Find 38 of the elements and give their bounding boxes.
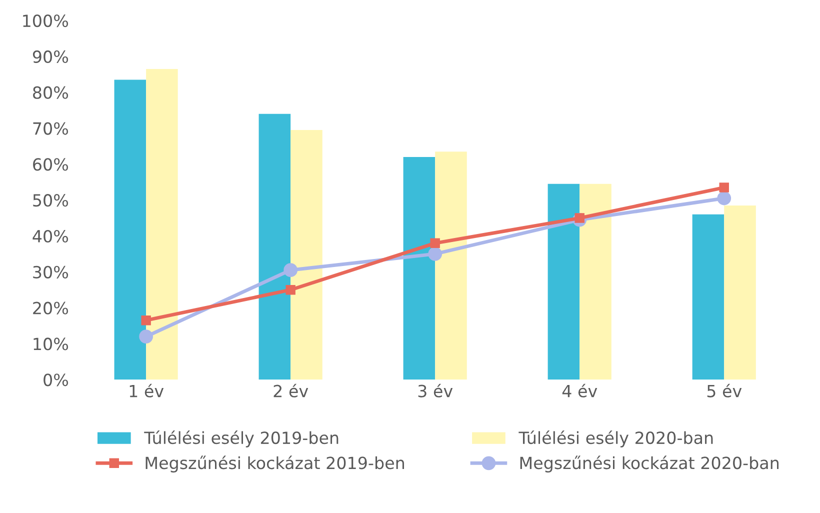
y-tick-label: 90% bbox=[32, 50, 68, 63]
point bbox=[284, 263, 298, 278]
x-tick-label: 3 év bbox=[418, 384, 453, 398]
bar bbox=[435, 152, 467, 380]
x-tick-label: 2 év bbox=[274, 384, 308, 398]
y-tick-label: 50% bbox=[33, 194, 68, 207]
bar bbox=[692, 214, 724, 380]
bar bbox=[146, 69, 178, 380]
bar bbox=[724, 205, 756, 380]
bar bbox=[580, 184, 612, 380]
bar bbox=[258, 114, 291, 380]
y-tick-label: 10% bbox=[34, 338, 68, 350]
y-tick-label: 60% bbox=[33, 158, 68, 171]
y-tick-label: 80% bbox=[33, 86, 68, 99]
legend-label: Megszűnési kockázat 2019-ben bbox=[146, 456, 404, 472]
bar bbox=[548, 184, 580, 380]
y-tick-label: 40% bbox=[32, 230, 68, 243]
point bbox=[717, 191, 732, 206]
x-tick-label: 5 év bbox=[707, 384, 742, 398]
y-tick-label: 70% bbox=[33, 122, 68, 135]
y-tick-label: 100% bbox=[23, 14, 68, 28]
y-tick-label: 0% bbox=[44, 374, 68, 386]
point bbox=[286, 284, 296, 295]
legend-label: Megszűnési kockázat 2020-ban bbox=[520, 456, 779, 472]
y-tick-label: 20% bbox=[33, 302, 68, 314]
y-tick-label: 30% bbox=[33, 266, 68, 278]
x-tick-label: 4 év bbox=[562, 384, 598, 398]
bar bbox=[290, 130, 322, 380]
point bbox=[719, 182, 729, 192]
legend-label: Túlélési esély 2019-ben bbox=[144, 430, 338, 448]
point bbox=[428, 246, 442, 261]
x-tick-label: 1 év bbox=[130, 384, 164, 398]
point bbox=[141, 316, 151, 326]
bar bbox=[403, 156, 436, 380]
legend-label: Túlélési esély 2020-ban bbox=[518, 430, 713, 448]
point bbox=[430, 238, 440, 248]
point bbox=[139, 330, 153, 344]
bar bbox=[114, 80, 146, 380]
